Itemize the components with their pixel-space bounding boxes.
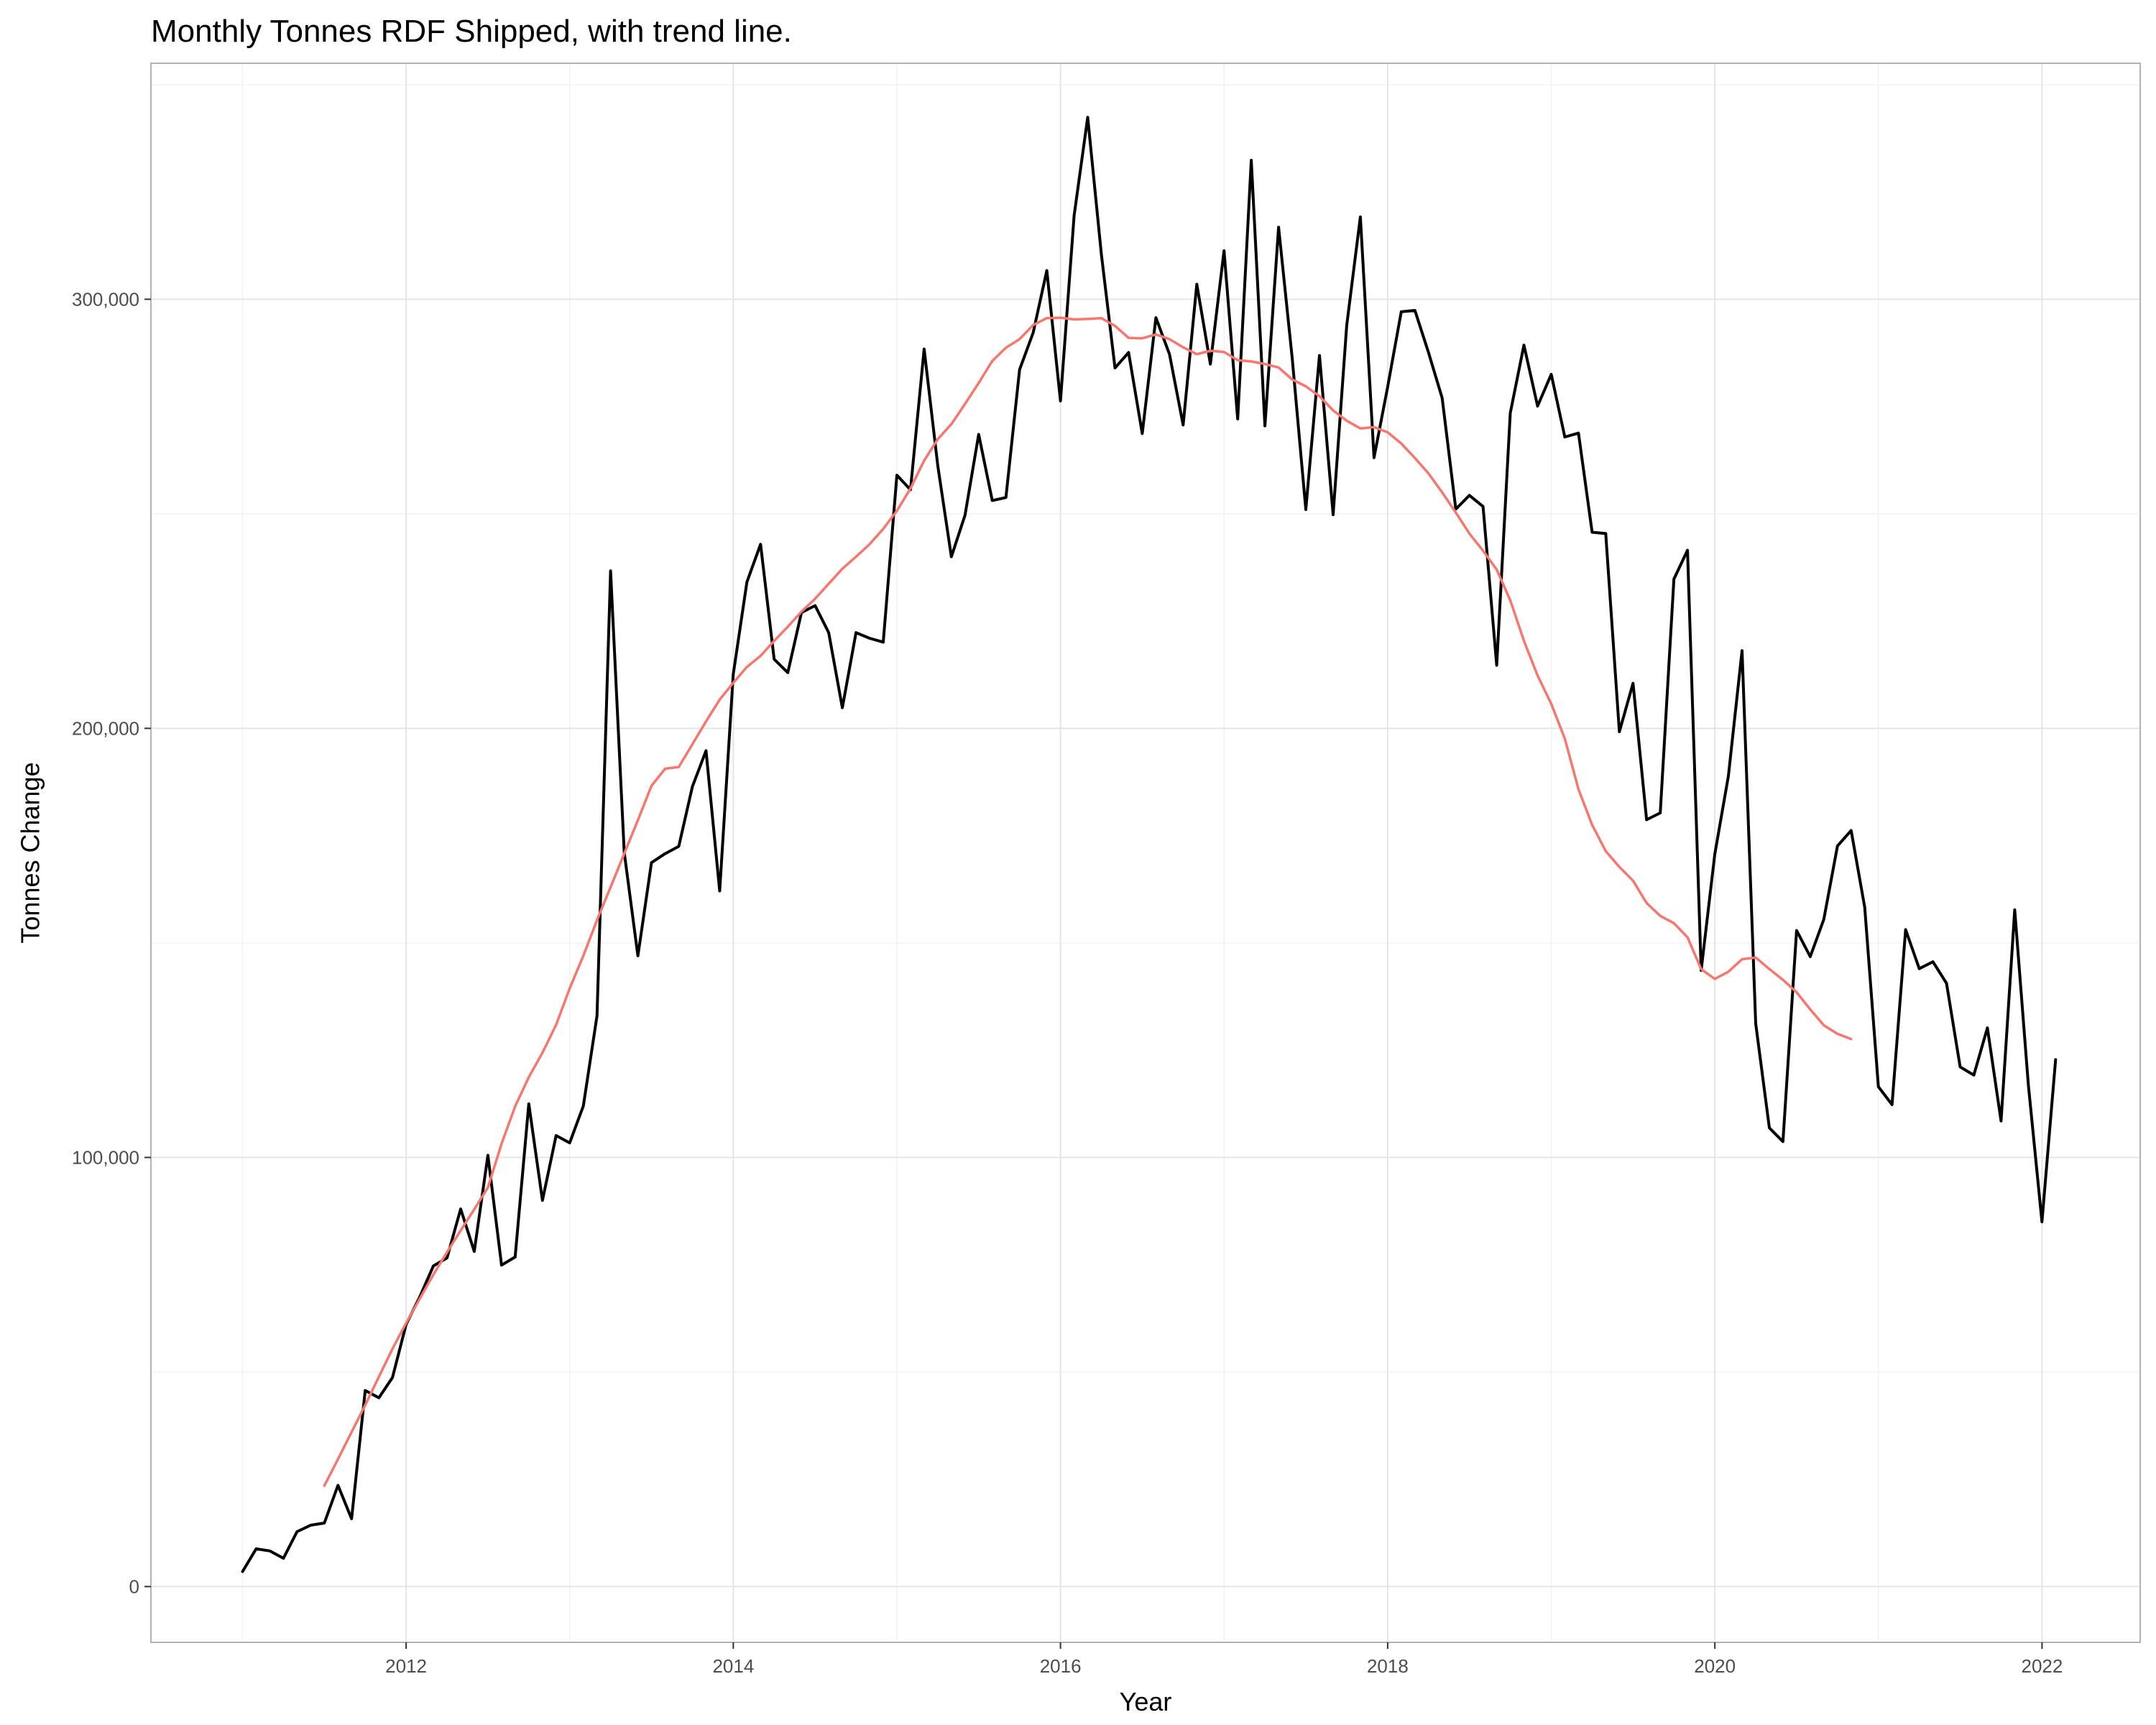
y-axis-title: Tonnes Change bbox=[16, 762, 45, 943]
y-tick-label: 300,000 bbox=[72, 288, 139, 310]
grid-minor bbox=[151, 63, 2140, 1642]
series-layer bbox=[241, 116, 2058, 1573]
y-tick-label: 0 bbox=[129, 1576, 139, 1597]
plot-panel-border bbox=[150, 63, 2141, 1643]
y-tick-label: 200,000 bbox=[72, 717, 139, 739]
x-tick-label: 2020 bbox=[1694, 1655, 1736, 1677]
x-tick-label: 2018 bbox=[1367, 1655, 1409, 1677]
grid-major bbox=[151, 63, 2140, 1642]
x-axis-title: Year bbox=[1120, 1687, 1172, 1716]
x-tick-label: 2016 bbox=[1040, 1655, 1082, 1677]
x-axis: 2012 2014 2016 2018 2020 2022 bbox=[385, 1642, 2063, 1677]
y-tick-label: 100,000 bbox=[72, 1146, 139, 1168]
x-tick-label: 2014 bbox=[712, 1655, 754, 1677]
chart-title: Monthly Tonnes RDF Shipped, with trend l… bbox=[151, 14, 792, 49]
x-tick-label: 2012 bbox=[385, 1655, 427, 1677]
series-line-trend bbox=[323, 316, 1853, 1487]
y-axis: 0 100,000 200,000 300,000 bbox=[72, 288, 151, 1597]
series-line-monthly-tonnes bbox=[241, 116, 2058, 1573]
x-tick-label: 2022 bbox=[2021, 1655, 2063, 1677]
